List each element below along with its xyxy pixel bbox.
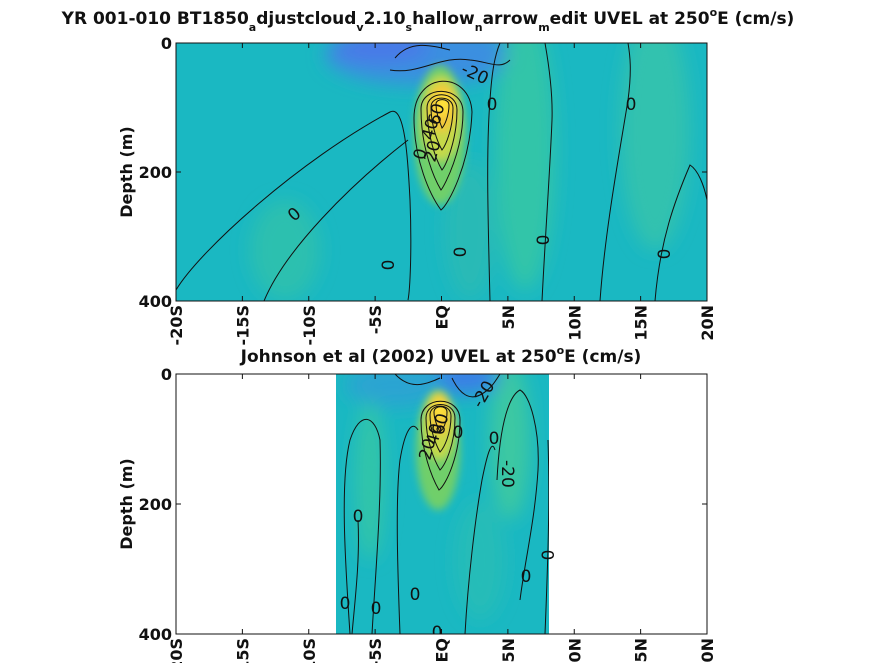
- y-axis-label: Depth (m): [117, 458, 136, 550]
- contour-lines-model: [176, 43, 707, 301]
- contour-label: 0: [451, 247, 471, 258]
- x-tick-label: -15S: [233, 305, 252, 345]
- contour-lines-observed: [343, 374, 549, 634]
- x-tick-label: -20S: [167, 638, 186, 663]
- x-tick-label: -15S: [233, 638, 252, 663]
- contour-label: 0: [534, 235, 554, 246]
- y-tick-label: 400: [139, 292, 172, 311]
- x-tick-label: 5N: [499, 638, 518, 663]
- contour-label: 0: [539, 550, 559, 561]
- x-tick-label: EQ: [433, 638, 452, 663]
- x-tick-label: -5S: [366, 638, 385, 663]
- x-tick-label: 10N: [565, 638, 584, 663]
- contour-label: 0: [655, 249, 675, 260]
- chart-panel-model: YR 001-010 BT1850adjustcloudv2.10shallow…: [61, 6, 795, 345]
- contour-label: 0: [410, 585, 421, 605]
- contour-label: -20: [497, 460, 517, 488]
- axes-observed: -20S -15S -10S -5S EQ 5N 10N 15N 20N 0 200 400: [139, 365, 717, 668]
- x-tick-label: 15N: [632, 638, 651, 663]
- y-tick-label: 0: [161, 365, 172, 384]
- x-tick-label: 10N: [565, 305, 584, 341]
- axes-model: -20S -15S -10S -5S EQ 5N 10N 15N 20N 0 200 400: [139, 34, 717, 345]
- contour-label: 0: [487, 95, 498, 115]
- x-tick-label: 20N: [698, 638, 717, 663]
- x-tick-label: 15N: [632, 305, 651, 341]
- heatmap-field-model: -20 0 0 0 0 0 0 0 0 20 40 60: [176, 43, 707, 301]
- x-tick-label: 20N: [698, 305, 717, 341]
- contour-label: 0: [626, 95, 637, 115]
- x-tick-label: 5N: [499, 305, 518, 330]
- y-tick-label: 0: [161, 34, 172, 53]
- contour-label: 0: [432, 623, 443, 643]
- chart-title-model: YR 001-010 BT1850adjustcloudv2.10shallow…: [61, 6, 795, 34]
- x-tick-label: -10S: [300, 638, 319, 663]
- y-tick-label: 200: [139, 495, 172, 514]
- contour-label: 0: [453, 423, 464, 443]
- x-tick-label: -5S: [366, 305, 385, 334]
- y-axis-label: Depth (m): [117, 126, 136, 218]
- contour-label: 0: [410, 146, 432, 162]
- y-tick-label: 400: [139, 625, 172, 644]
- x-tick-label: -10S: [300, 305, 319, 345]
- contour-label: 0: [379, 260, 399, 271]
- contour-label: 0: [371, 599, 382, 619]
- contour-label: 0: [489, 429, 500, 449]
- y-tick-label: 200: [139, 163, 172, 182]
- contour-label: 0: [353, 507, 364, 527]
- chart-panel-observed: Johnson et al (2002) UVEL at 250oE (cm/s…: [117, 344, 717, 668]
- contour-label: 0: [340, 594, 351, 614]
- heatmap-field-observed: -20 -20 0 0 0 0 0 0 0 0 20 40 60: [336, 374, 549, 643]
- x-tick-label: -20S: [167, 305, 186, 345]
- contour-label: 0: [521, 567, 532, 587]
- x-tick-label: EQ: [433, 305, 452, 330]
- chart-title-observed: Johnson et al (2002) UVEL at 250oE (cm/s…: [240, 344, 642, 367]
